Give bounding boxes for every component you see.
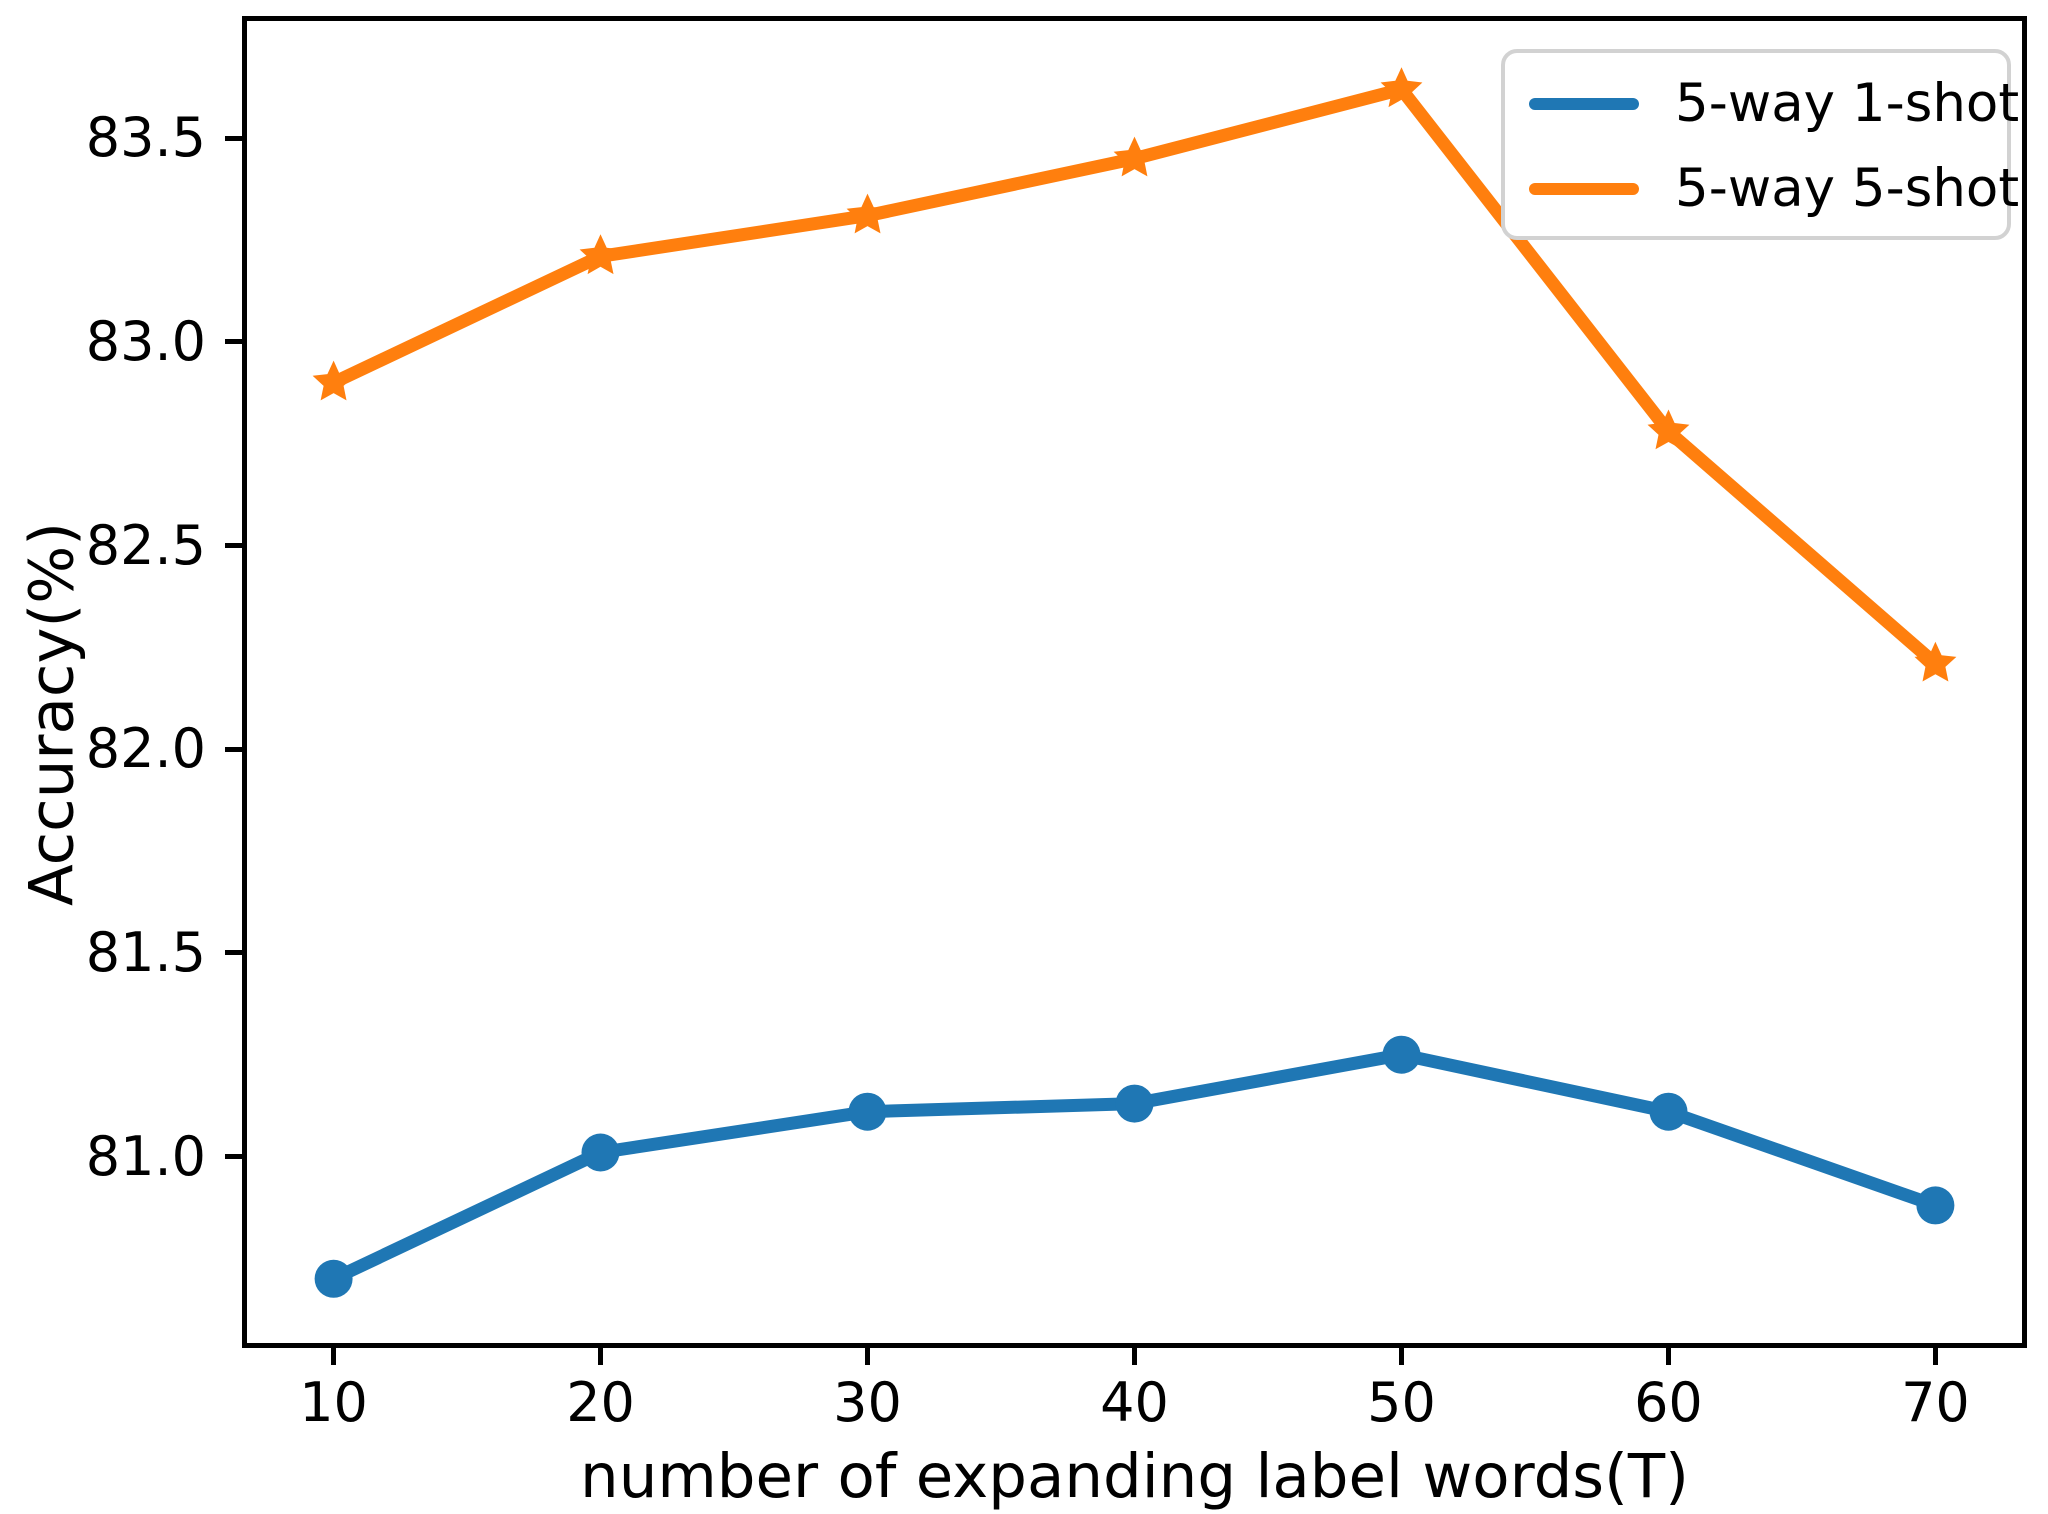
legend-line-swatch-blue <box>1529 97 1639 110</box>
y-axis-title: Accuracy(%) <box>16 521 88 907</box>
x-tick-label: 70 <box>1901 1371 1970 1434</box>
x-tick-label: 60 <box>1634 1371 1703 1434</box>
data-point-circle-marker <box>1649 1092 1688 1131</box>
x-tick-label: 50 <box>1367 1371 1436 1434</box>
y-tick <box>225 135 242 141</box>
x-tick <box>1932 1348 1938 1365</box>
x-tick-label: 20 <box>566 1371 635 1434</box>
data-point-circle-marker <box>848 1092 887 1131</box>
y-tick-label: 82.0 <box>85 717 206 781</box>
y-tick-label: 83.5 <box>85 106 206 170</box>
data-point-circle-marker <box>1115 1084 1154 1123</box>
y-tick-label: 81.5 <box>85 920 206 984</box>
legend-item-5shot: 5-way 5-shot <box>1505 146 2019 231</box>
x-tick <box>331 1348 337 1365</box>
x-tick-label: 30 <box>833 1371 902 1434</box>
data-point-circle-marker <box>314 1259 353 1298</box>
y-tick-label: 81.0 <box>85 1124 206 1188</box>
data-point-star-marker <box>1113 136 1156 177</box>
legend-label: 5-way 5-shot <box>1675 158 2020 219</box>
y-tick <box>225 1154 242 1160</box>
x-tick-label: 40 <box>1100 1371 1169 1434</box>
data-point-star-marker <box>846 193 889 234</box>
y-tick <box>225 543 242 549</box>
x-tick <box>1398 1348 1404 1365</box>
data-point-star-marker <box>1647 409 1690 450</box>
data-point-star-marker <box>579 234 622 275</box>
y-tick-label: 83.0 <box>85 309 206 373</box>
legend: 5-way 1-shot 5-way 5-shot <box>1501 49 2019 240</box>
plot-area <box>242 16 2027 1348</box>
x-tick <box>865 1348 871 1365</box>
legend-item-1shot: 5-way 1-shot <box>1505 61 2019 146</box>
y-tick <box>225 950 242 956</box>
plot-spines <box>242 16 2027 1348</box>
x-tick <box>1665 1348 1671 1365</box>
x-tick <box>598 1348 604 1365</box>
data-point-star-marker <box>1914 641 1957 682</box>
data-point-star-marker <box>1380 67 1423 108</box>
y-tick <box>225 339 242 345</box>
data-point-circle-marker <box>1382 1035 1421 1074</box>
data-point-star-marker <box>312 360 355 401</box>
legend-line-swatch-orange <box>1529 182 1639 195</box>
data-point-circle-marker <box>1916 1186 1955 1225</box>
y-tick-label: 82.5 <box>85 513 206 577</box>
x-tick-label: 10 <box>299 1371 368 1434</box>
legend-label: 5-way 1-shot <box>1675 73 2020 134</box>
x-axis-title: number of expanding label words(T) <box>580 1441 1689 1512</box>
y-tick <box>225 746 242 752</box>
x-tick <box>1132 1348 1137 1365</box>
data-point-circle-marker <box>581 1133 620 1172</box>
